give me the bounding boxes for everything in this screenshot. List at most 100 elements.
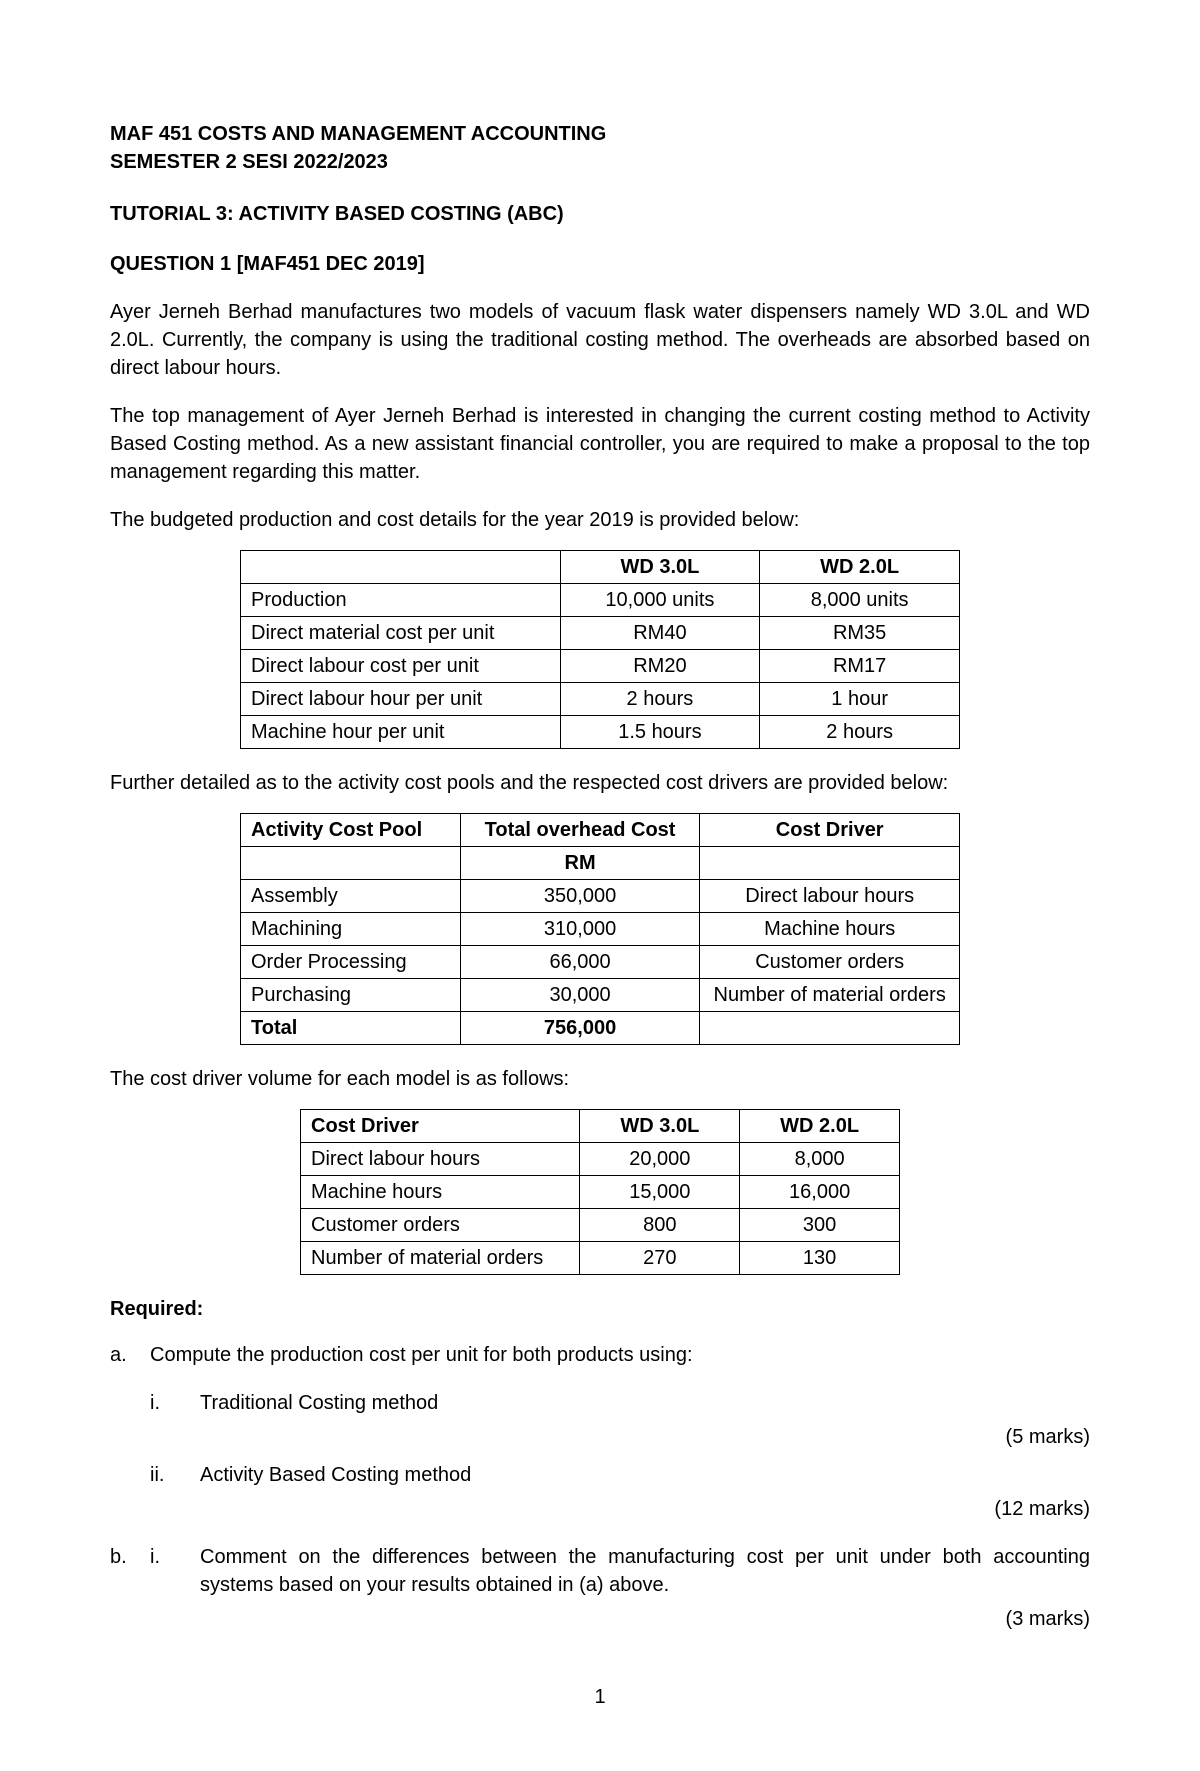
table-cell: Machining <box>241 913 461 946</box>
table-cell: Production <box>241 584 561 617</box>
table-header: WD 3.0L <box>580 1110 740 1143</box>
table-cell: RM20 <box>560 650 760 683</box>
table-row: Assembly 350,000 Direct labour hours <box>241 880 960 913</box>
table-row: Activity Cost Pool Total overhead Cost C… <box>241 814 960 847</box>
table-cell: Total <box>241 1012 461 1045</box>
table-header: WD 2.0L <box>740 1110 900 1143</box>
table-cell: Customer orders <box>700 946 960 979</box>
semester-line: SEMESTER 2 SESI 2022/2023 <box>110 148 1090 176</box>
course-code-title: MAF 451 COSTS AND MANAGEMENT ACCOUNTING <box>110 120 1090 148</box>
table-cell: Direct labour hours <box>301 1143 580 1176</box>
table-header: Total overhead Cost <box>460 814 700 847</box>
req-letter: b. <box>110 1543 150 1599</box>
req-roman: i. <box>150 1543 200 1599</box>
table-cell: Direct labour hours <box>700 880 960 913</box>
paragraph-5: The cost driver volume for each model is… <box>110 1065 1090 1093</box>
table-cell: 310,000 <box>460 913 700 946</box>
table-cell: 1.5 hours <box>560 716 760 749</box>
table-cell: Machine hour per unit <box>241 716 561 749</box>
table-cell <box>241 551 561 584</box>
marks-label: (5 marks) <box>110 1423 1090 1451</box>
table-cell: RM <box>460 847 700 880</box>
table-row: Machining 310,000 Machine hours <box>241 913 960 946</box>
req-text: Comment on the differences between the m… <box>200 1543 1090 1599</box>
table-cell: 2 hours <box>760 716 960 749</box>
req-text: Compute the production cost per unit for… <box>150 1341 1090 1369</box>
table-cell: Direct material cost per unit <box>241 617 561 650</box>
table-cell: 8,000 units <box>760 584 960 617</box>
table-cell: 300 <box>740 1209 900 1242</box>
table-cell: Assembly <box>241 880 461 913</box>
table-row: Order Processing 66,000 Customer orders <box>241 946 960 979</box>
table-cell: 10,000 units <box>560 584 760 617</box>
table-cell: 66,000 <box>460 946 700 979</box>
table-cell: 2 hours <box>560 683 760 716</box>
marks-label: (3 marks) <box>110 1605 1090 1633</box>
question-title: QUESTION 1 [MAF451 DEC 2019] <box>110 250 1090 278</box>
table-cell: 350,000 <box>460 880 700 913</box>
table-header: Activity Cost Pool <box>241 814 461 847</box>
table-header: Cost Driver <box>301 1110 580 1143</box>
table-row: Purchasing 30,000 Number of material ord… <box>241 979 960 1012</box>
table-cell: 30,000 <box>460 979 700 1012</box>
table-cell: 16,000 <box>740 1176 900 1209</box>
table-cell: Purchasing <box>241 979 461 1012</box>
table-row: Direct labour hours 20,000 8,000 <box>301 1143 900 1176</box>
table-header: WD 3.0L <box>560 551 760 584</box>
paragraph-2: The top management of Ayer Jerneh Berhad… <box>110 402 1090 486</box>
table-cell: RM40 <box>560 617 760 650</box>
table-row: Direct labour cost per unit RM20 RM17 <box>241 650 960 683</box>
requirement-a: a. Compute the production cost per unit … <box>110 1341 1090 1369</box>
marks-label: (12 marks) <box>110 1495 1090 1523</box>
cost-driver-volume-table: Cost Driver WD 3.0L WD 2.0L Direct labou… <box>300 1109 900 1275</box>
table-row: Direct material cost per unit RM40 RM35 <box>241 617 960 650</box>
table-cell: 1 hour <box>760 683 960 716</box>
table-row: Direct labour hour per unit 2 hours 1 ho… <box>241 683 960 716</box>
table-cell: 270 <box>580 1242 740 1275</box>
req-text: Activity Based Costing method <box>200 1461 1090 1489</box>
activity-cost-pool-table: Activity Cost Pool Total overhead Cost C… <box>240 813 960 1045</box>
req-roman: ii. <box>150 1461 200 1489</box>
req-roman: i. <box>150 1389 200 1417</box>
table-cell: RM35 <box>760 617 960 650</box>
table-cell: 8,000 <box>740 1143 900 1176</box>
paragraph-4: Further detailed as to the activity cost… <box>110 769 1090 797</box>
table-row: WD 3.0L WD 2.0L <box>241 551 960 584</box>
table-cell: 130 <box>740 1242 900 1275</box>
table-cell: 20,000 <box>580 1143 740 1176</box>
table-row: RM <box>241 847 960 880</box>
table-row: Number of material orders 270 130 <box>301 1242 900 1275</box>
table-cell <box>700 1012 960 1045</box>
course-header: MAF 451 COSTS AND MANAGEMENT ACCOUNTING … <box>110 120 1090 176</box>
table-header: WD 2.0L <box>760 551 960 584</box>
required-label: Required: <box>110 1295 1090 1323</box>
table-cell: Machine hours <box>700 913 960 946</box>
table-row: Machine hours 15,000 16,000 <box>301 1176 900 1209</box>
table-row: Cost Driver WD 3.0L WD 2.0L <box>301 1110 900 1143</box>
requirement-a-i: i. Traditional Costing method <box>110 1389 1090 1417</box>
table-cell: Order Processing <box>241 946 461 979</box>
paragraph-3: The budgeted production and cost details… <box>110 506 1090 534</box>
production-details-table: WD 3.0L WD 2.0L Production 10,000 units … <box>240 550 960 749</box>
requirement-b-i: b. i. Comment on the differences between… <box>110 1543 1090 1599</box>
table-cell: 756,000 <box>460 1012 700 1045</box>
table-row: Production 10,000 units 8,000 units <box>241 584 960 617</box>
table-cell <box>700 847 960 880</box>
table-cell: Direct labour hour per unit <box>241 683 561 716</box>
table-cell: RM17 <box>760 650 960 683</box>
table-cell: Number of material orders <box>700 979 960 1012</box>
req-text: Traditional Costing method <box>200 1389 1090 1417</box>
table-cell: 800 <box>580 1209 740 1242</box>
table-cell: Customer orders <box>301 1209 580 1242</box>
table-cell <box>241 847 461 880</box>
table-cell: 15,000 <box>580 1176 740 1209</box>
tutorial-title: TUTORIAL 3: ACTIVITY BASED COSTING (ABC) <box>110 200 1090 228</box>
table-row: Total 756,000 <box>241 1012 960 1045</box>
paragraph-1: Ayer Jerneh Berhad manufactures two mode… <box>110 298 1090 382</box>
table-header: Cost Driver <box>700 814 960 847</box>
table-row: Machine hour per unit 1.5 hours 2 hours <box>241 716 960 749</box>
table-cell: Machine hours <box>301 1176 580 1209</box>
table-cell: Direct labour cost per unit <box>241 650 561 683</box>
table-cell: Number of material orders <box>301 1242 580 1275</box>
table-row: Customer orders 800 300 <box>301 1209 900 1242</box>
